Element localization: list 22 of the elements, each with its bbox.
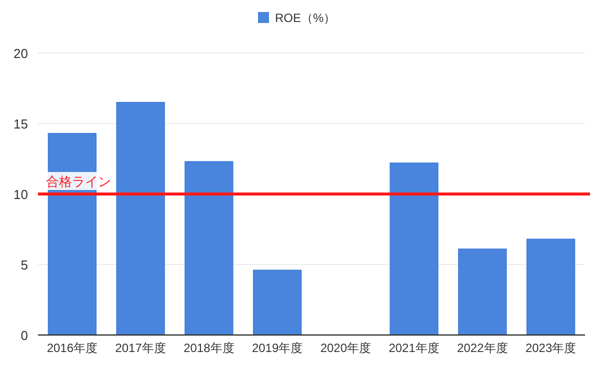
x-tick-label: 2020年度 xyxy=(320,341,372,355)
bar xyxy=(252,270,302,336)
x-tick-label: 2016年度 xyxy=(46,341,98,355)
x-tick-label: 2018年度 xyxy=(184,341,234,355)
bar xyxy=(526,238,576,336)
ref-line-label: 合格ライン xyxy=(46,174,111,189)
bar xyxy=(116,102,165,336)
legend-label: ROE（%） xyxy=(275,11,336,25)
x-tick-label: 2017年度 xyxy=(115,341,166,355)
bar xyxy=(184,161,234,336)
x-tick-label: 2023年度 xyxy=(525,341,576,355)
y-tick-label: 10 xyxy=(14,187,28,202)
y-tick-label: 15 xyxy=(14,116,28,132)
x-tick-label: 2022年度 xyxy=(457,341,508,355)
x-tick-label: 2019年度 xyxy=(252,341,303,355)
bar xyxy=(458,248,507,336)
y-tick-label: 5 xyxy=(20,258,28,272)
y-tick-label: 20 xyxy=(14,46,28,61)
y-tick-label: 0 xyxy=(20,328,28,343)
legend: ROE（%） xyxy=(258,11,336,25)
x-tick-label: 2021年度 xyxy=(388,341,440,355)
bar xyxy=(390,162,438,336)
